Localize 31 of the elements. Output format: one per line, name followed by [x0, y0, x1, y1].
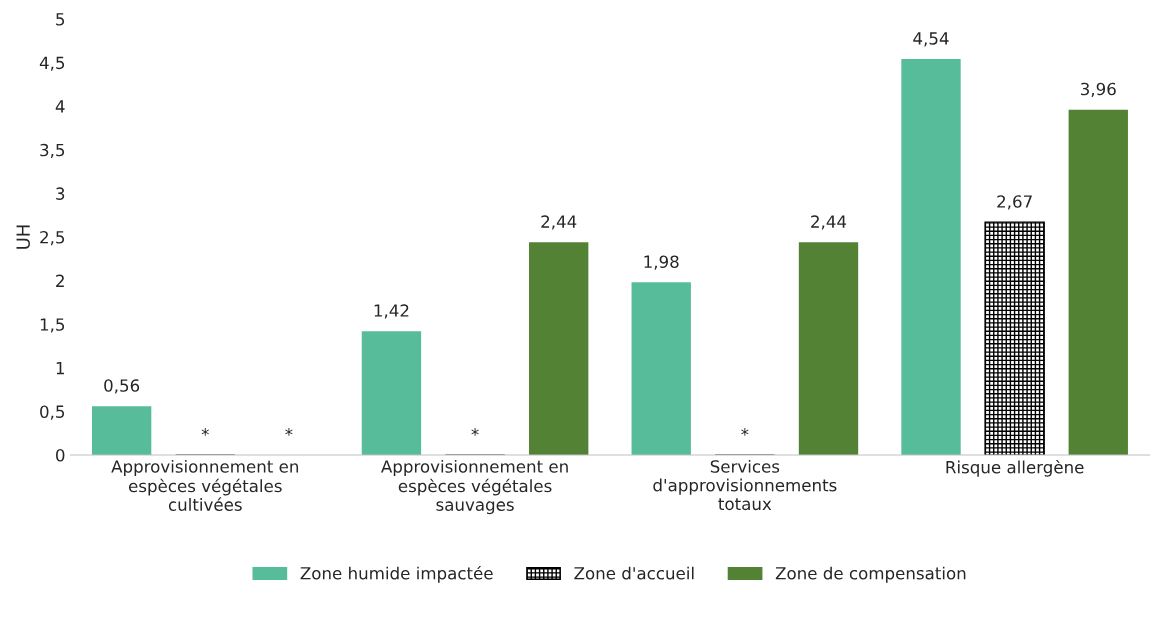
- data-label: 0,56: [104, 379, 140, 394]
- x-tick-label: Approvisionnement en espèces végétales sauvages: [381, 459, 568, 515]
- y-tick-label: 0,5: [40, 405, 65, 420]
- y-tick-label: 1: [56, 362, 64, 375]
- data-label: 1,42: [374, 304, 409, 319]
- text: *: [741, 428, 749, 436]
- y-tick-label: 3: [56, 187, 65, 200]
- legend-label: Zone humide impactée: [300, 565, 493, 583]
- y-tick-label: 2: [56, 274, 64, 287]
- y-tick-label: 0: [56, 449, 65, 462]
- legend-label: Zone de compensation: [775, 566, 966, 583]
- y-tick-label: 1,5: [40, 318, 65, 333]
- y-tick-label: 4,5: [39, 56, 65, 71]
- data-label: 4,54: [913, 32, 949, 47]
- y-tick-label: 2,5: [40, 230, 65, 246]
- x-tick-label: Services d'approvisionnements totaux: [653, 459, 837, 511]
- x-tick-label: Risque allergène: [946, 459, 1084, 477]
- y-tick-label: 3,5: [40, 143, 65, 159]
- data-label: 2,67: [997, 195, 1032, 210]
- y-tick-label: 5: [56, 13, 65, 26]
- data-label: 1,98: [644, 255, 679, 270]
- text: *: [285, 428, 293, 436]
- y-axis-title: UH: [16, 225, 30, 249]
- data-label: 3,96: [1081, 82, 1116, 98]
- legend-label: Zone d'accueil: [574, 566, 694, 580]
- x-tick-label: Approvisionnement en espèces végétales cultivées: [111, 459, 299, 511]
- text: *: [471, 428, 479, 436]
- data-label: 2,44: [541, 215, 577, 230]
- text: *: [201, 428, 209, 436]
- y-tick-label: 4: [55, 100, 65, 113]
- data-label: 2,44: [811, 215, 847, 230]
